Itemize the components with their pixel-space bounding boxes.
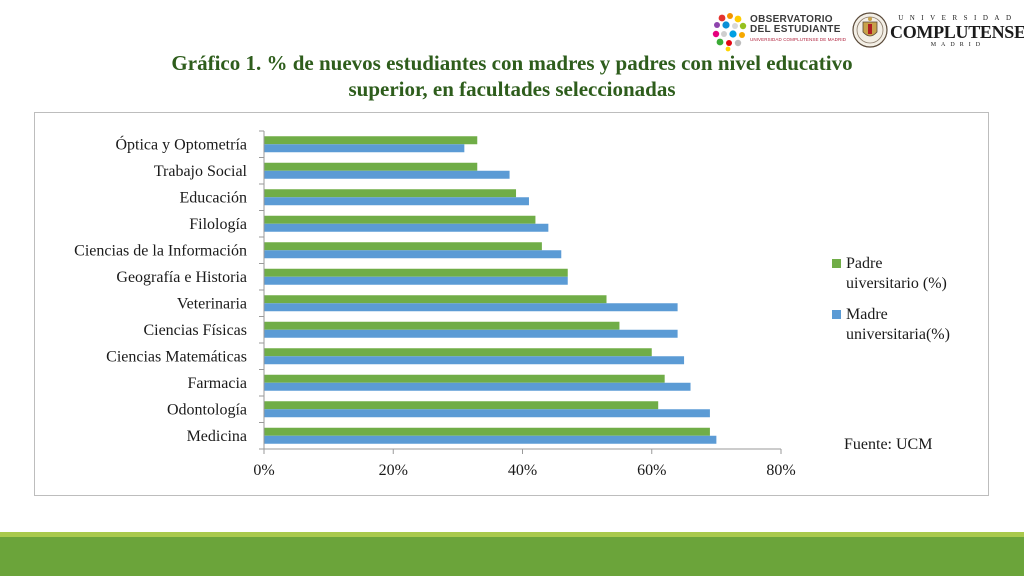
bar-padre (264, 268, 568, 277)
bar-madre (264, 250, 562, 259)
slide-title: Gráfico 1. % de nuevos estudiantes con m… (0, 50, 1024, 102)
bar-madre (264, 356, 685, 365)
category-label: Medicina (187, 428, 247, 445)
legend-label-padre: uiversitario (%) (846, 275, 947, 292)
category-label: Veterinaria (177, 295, 247, 312)
legend-label-madre: universitaria(%) (846, 326, 950, 343)
bar-madre (264, 170, 510, 179)
bar-madre (264, 197, 529, 206)
category-label: Filología (189, 216, 247, 233)
category-label: Ciencias Físicas (143, 322, 247, 339)
bar-madre (264, 276, 568, 285)
observatorio-line-1: OBSERVATORIO (750, 14, 833, 25)
bar-padre (264, 136, 478, 145)
bar-chart: Óptica y Optometría Trabajo Social Educaci… (74, 130, 950, 479)
bar-madre (264, 382, 691, 391)
category-label: Odontología (167, 401, 247, 418)
observatorio-wordmark: OBSERVATORIO DEL ESTUDIANTE UNIVERSIDAD … (750, 15, 846, 45)
bar-madre (264, 435, 717, 444)
bar-padre (264, 242, 542, 251)
bar-padre (264, 427, 710, 436)
slide-title-line-1: Gráfico 1. % de nuevos estudiantes con m… (171, 51, 853, 75)
bar-madre (264, 223, 549, 232)
x-tick-label: 0% (253, 462, 274, 479)
ucm-line-1: UNIVERSIDAD (898, 14, 1018, 22)
legend-label-padre: Padre (846, 255, 882, 272)
bar-padre (264, 189, 517, 198)
category-label: Óptica y Optometría (115, 134, 247, 153)
bar-padre (264, 295, 607, 304)
observatorio-logo-icon (712, 13, 747, 52)
bar-padre (264, 374, 665, 383)
bar-padre (264, 321, 620, 330)
legend-swatch-madre (832, 310, 841, 319)
slide-title-line-2: superior, en facultades seleccionadas (348, 77, 676, 101)
ucm-line-3: MADRID (930, 42, 986, 48)
x-tick-label: 40% (508, 462, 537, 479)
observatorio-line-3: UNIVERSIDAD COMPLUTENSE DE MADRID (750, 37, 847, 42)
category-label: Ciencias de la Información (74, 242, 247, 259)
ucm-wordmark: UNIVERSIDAD COMPLUTENSE MADRID (890, 14, 1024, 49)
bar-padre (264, 215, 536, 224)
category-label: Geografía e Historia (116, 269, 247, 286)
category-label: Farmacia (187, 375, 247, 392)
legend-label-madre: Madre (846, 306, 888, 323)
x-tick-label: 80% (766, 462, 795, 479)
footer-bar (0, 537, 1024, 576)
footer-accent-line (0, 532, 1024, 537)
x-tick-label: 20% (379, 462, 408, 479)
observatorio-line-2: DEL ESTUDIANTE (750, 24, 841, 35)
legend-swatch-padre (832, 259, 841, 268)
bar-madre (264, 409, 710, 418)
bar-padre (264, 162, 478, 171)
bar-madre (264, 144, 465, 153)
category-label: Educación (179, 189, 247, 206)
category-label: Ciencias Matemáticas (106, 348, 247, 365)
chart-frame: Óptica y Optometría Trabajo Social Educaci… (34, 112, 989, 496)
source-annotation: Fuente: UCM (844, 436, 932, 453)
bar-padre (264, 348, 652, 357)
bar-madre (264, 329, 678, 338)
category-label: Trabajo Social (154, 163, 248, 180)
bar-madre (264, 303, 678, 312)
header-logos: OBSERVATORIO DEL ESTUDIANTE UNIVERSIDAD … (700, 10, 1024, 52)
ucm-seal-icon (852, 12, 888, 48)
x-tick-label: 60% (637, 462, 666, 479)
ucm-line-2: COMPLUTENSE (890, 22, 1024, 42)
bar-padre (264, 401, 659, 410)
